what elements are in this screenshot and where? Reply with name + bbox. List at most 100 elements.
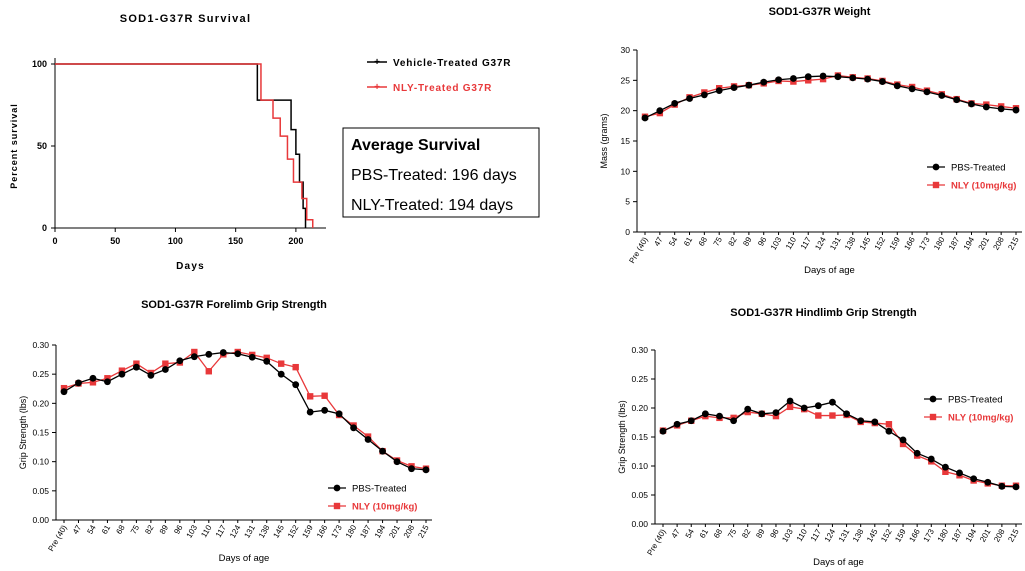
data-point bbox=[133, 363, 140, 371]
y-tick-label: 0.05 bbox=[631, 490, 648, 500]
x-tick-label: 215 bbox=[1006, 235, 1021, 252]
y-tick-label: 100 bbox=[32, 59, 47, 69]
x-tick-label: 75 bbox=[129, 523, 142, 536]
x-tick-label: 201 bbox=[978, 527, 993, 544]
x-tick-label: 68 bbox=[114, 523, 127, 536]
x-tick-label: 194 bbox=[964, 527, 979, 544]
x-tick-label: 82 bbox=[727, 235, 740, 248]
data-point bbox=[263, 357, 271, 365]
data-point bbox=[815, 412, 822, 419]
y-tick-label: 0.25 bbox=[32, 369, 49, 379]
x-tick-label: 96 bbox=[172, 523, 185, 536]
x-tick-label: 166 bbox=[902, 235, 917, 252]
x-tick-label: Pre (40) bbox=[645, 527, 667, 557]
x-tick-label: 96 bbox=[768, 527, 781, 540]
legend-marker bbox=[932, 163, 940, 171]
x-tick-label: 47 bbox=[670, 527, 683, 540]
data-point bbox=[364, 436, 372, 443]
data-point bbox=[913, 449, 921, 457]
x-tick-label: 187 bbox=[358, 523, 373, 540]
x-tick-label: 54 bbox=[684, 527, 697, 540]
y-tick-label: 0.30 bbox=[32, 340, 49, 350]
legend-label: NLY (10mg/kg) bbox=[948, 413, 1013, 424]
x-tick-label: 50 bbox=[110, 236, 120, 246]
data-point bbox=[321, 392, 328, 399]
x-tick-label: 89 bbox=[754, 527, 767, 540]
data-point bbox=[219, 349, 227, 356]
x-tick-label: 89 bbox=[741, 235, 754, 248]
data-point bbox=[804, 73, 812, 81]
data-point bbox=[715, 87, 723, 95]
hindlimb-chart: SOD1-G37R Hindlimb Grip Strength 0.00 0.05… bbox=[617, 307, 1022, 568]
survival-chart: SOD1-G37R Survival 0 50 100 0 50 100 150 200 Days… bbox=[9, 13, 540, 272]
x-axis-label: Days of age bbox=[219, 553, 270, 564]
x-tick-label: 166 bbox=[315, 523, 330, 540]
x-tick-label: 75 bbox=[726, 527, 739, 540]
data-point bbox=[306, 393, 314, 400]
x-tick-label: 100 bbox=[168, 236, 183, 246]
x-tick-label: 138 bbox=[257, 523, 272, 540]
x-tick-label: 117 bbox=[809, 527, 823, 543]
data-point bbox=[871, 418, 879, 426]
x-tick-label: 201 bbox=[977, 235, 992, 252]
y-tick-label: 30 bbox=[621, 45, 631, 55]
x-axis-label: Days of age bbox=[813, 557, 864, 568]
x-tick-label: 110 bbox=[199, 523, 213, 539]
data-point bbox=[205, 350, 213, 358]
y-tick-label: 0.20 bbox=[32, 398, 49, 408]
x-tick-label: 103 bbox=[769, 235, 784, 252]
y-tick-label: 0.30 bbox=[631, 345, 648, 355]
x-tick-label: 145 bbox=[858, 235, 873, 252]
x-tick-label: 61 bbox=[698, 527, 711, 540]
weight-line-series-1 bbox=[644, 75, 1017, 119]
x-tick-label: 180 bbox=[936, 527, 951, 544]
data-point bbox=[176, 357, 184, 365]
x-tick-label: 89 bbox=[158, 523, 171, 536]
x-tick-label: 208 bbox=[991, 235, 1006, 252]
data-point bbox=[786, 397, 794, 405]
legend-marker bbox=[333, 484, 341, 492]
data-point bbox=[834, 73, 842, 81]
x-tick-label: 131 bbox=[828, 235, 843, 252]
chart-title: SOD1-G37R Weight bbox=[769, 6, 871, 18]
data-point bbox=[89, 374, 97, 382]
x-axis-label: Days bbox=[176, 261, 205, 272]
y-tick-label: 0.05 bbox=[32, 486, 49, 496]
data-point bbox=[248, 353, 256, 361]
x-tick-label: 103 bbox=[185, 523, 200, 540]
data-point bbox=[899, 436, 907, 444]
x-tick-label: 61 bbox=[100, 523, 113, 536]
chart-title: SOD1-G37R Hindlimb Grip Strength bbox=[730, 307, 917, 319]
legend-marker bbox=[932, 181, 940, 189]
data-point bbox=[234, 350, 242, 358]
y-axis-label: Grip Strength (lbs) bbox=[18, 396, 28, 470]
legend-label: PBS-Treated bbox=[948, 395, 1003, 406]
data-point bbox=[350, 424, 357, 432]
x-tick-label: 145 bbox=[271, 523, 286, 540]
data-point bbox=[730, 417, 737, 425]
data-point bbox=[190, 353, 198, 361]
data-point bbox=[422, 466, 430, 474]
x-tick-label: 159 bbox=[888, 235, 903, 252]
data-point bbox=[984, 478, 992, 486]
y-tick-label: 0.00 bbox=[631, 519, 648, 529]
x-axis-label: Days of age bbox=[804, 265, 855, 276]
y-axis-label: Percent survival bbox=[9, 103, 19, 189]
x-tick-label: 124 bbox=[228, 523, 243, 540]
data-point bbox=[673, 420, 681, 428]
data-point bbox=[641, 114, 649, 122]
y-tick-label: 0.20 bbox=[631, 403, 648, 413]
data-point bbox=[772, 412, 780, 420]
x-tick-label: 47 bbox=[71, 523, 84, 536]
x-tick-label: 82 bbox=[143, 523, 156, 536]
data-point bbox=[60, 384, 68, 392]
x-tick-label: 150 bbox=[228, 236, 243, 246]
data-point bbox=[968, 100, 975, 108]
data-point bbox=[205, 368, 212, 375]
data-point bbox=[942, 463, 949, 471]
data-point bbox=[75, 379, 82, 387]
data-point bbox=[758, 410, 766, 418]
y-axis-label: Mass (grams) bbox=[599, 113, 609, 168]
data-point bbox=[89, 379, 97, 386]
data-point bbox=[118, 370, 126, 378]
